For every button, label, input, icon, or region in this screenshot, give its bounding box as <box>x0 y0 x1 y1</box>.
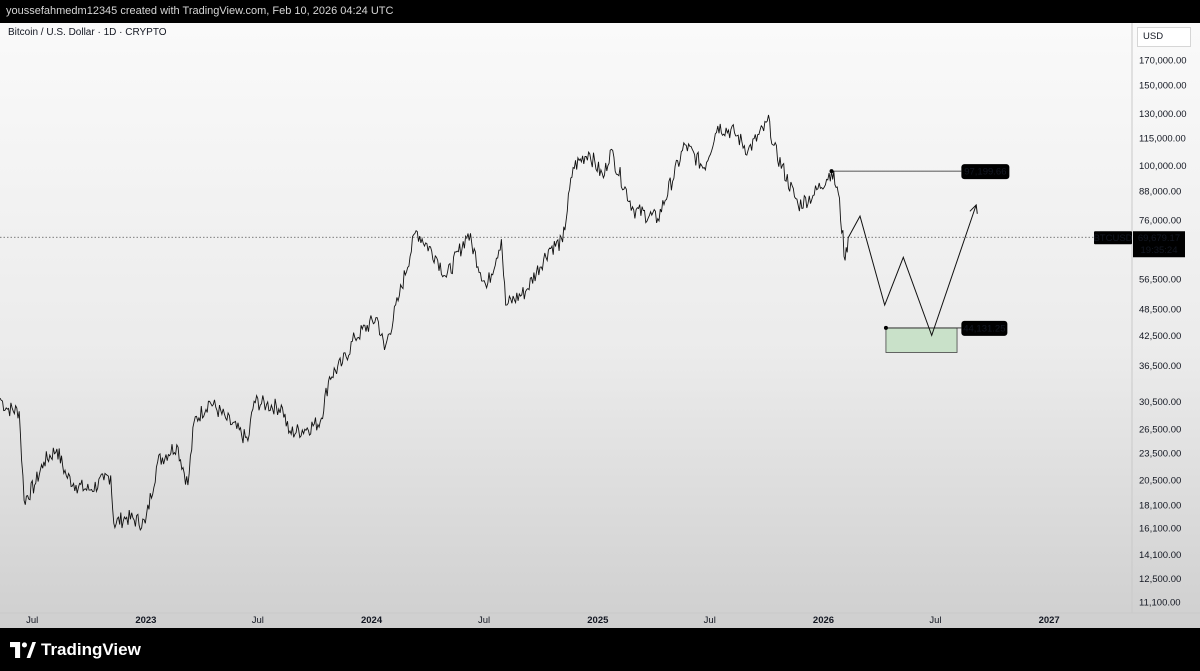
x-tick-label: Jul <box>252 615 264 626</box>
y-tick-label: 20,500.00 <box>1139 476 1181 487</box>
resistance-label: 97,199.66 <box>964 167 1006 178</box>
y-tick-label: 48,500.00 <box>1139 305 1181 316</box>
projected-arrow-head <box>969 203 978 214</box>
y-tick-label: 36,500.00 <box>1139 361 1181 372</box>
y-tick-label: 12,500.00 <box>1139 574 1181 585</box>
x-tick-label: 2025 <box>587 615 609 626</box>
y-tick-label: 30,500.00 <box>1139 397 1181 408</box>
x-tick-label: Jul <box>478 615 490 626</box>
y-tick-label: 115,000.00 <box>1139 133 1186 144</box>
tradingview-logo[interactable]: TradingView <box>10 640 141 660</box>
target-zone[interactable] <box>885 327 958 353</box>
btc-price-line[interactable] <box>0 114 849 531</box>
symbol-title: Bitcoin / U.S. Dollar · 1D · CRYPTO <box>8 27 167 38</box>
header-caption: youssefahmedm12345 created with TradingV… <box>6 5 394 17</box>
y-tick-label: 26,500.00 <box>1139 425 1181 436</box>
y-tick-label: 130,000.00 <box>1139 109 1187 120</box>
resistance-anchor-dot[interactable] <box>829 169 834 174</box>
current-price-label: 69,679.17 <box>1138 233 1180 244</box>
projected-path[interactable] <box>847 204 977 337</box>
chart-frame[interactable]: 170,000.00 150,000.00 130,000.00 115,000.00… <box>0 23 1200 628</box>
x-tick-label: 2026 <box>813 615 834 626</box>
resistance-label-box <box>961 164 1010 180</box>
y-tick-label: 14,100.00 <box>1139 550 1181 561</box>
y-tick-label: 100,000.00 <box>1139 161 1187 172</box>
y-tick-label: 18,100.00 <box>1139 500 1181 511</box>
footer-bar: TradingView <box>0 628 1200 671</box>
x-tick-label: Jul <box>26 615 38 626</box>
header-bar: youssefahmedm12345 created with TradingV… <box>0 0 1200 23</box>
x-tick-label: 2024 <box>361 615 383 626</box>
support-label: 44,131.25 <box>963 323 1005 334</box>
support-label-box <box>961 320 1008 336</box>
tradingview-logo-icon <box>10 642 36 658</box>
currency-selector[interactable]: USD <box>1137 27 1191 47</box>
y-tick-label: 88,000.00 <box>1139 186 1181 197</box>
y-tick-label: 11,100.00 <box>1139 597 1181 608</box>
y-tick-label: 150,000.00 <box>1139 81 1187 92</box>
ticker-label: BTCUSD <box>1093 233 1132 244</box>
tradingview-brand: TradingView <box>41 640 141 659</box>
current-price-badge <box>1133 231 1185 258</box>
y-tick-label: 16,100.00 <box>1139 524 1181 535</box>
y-tick-label: 42,500.00 <box>1139 331 1181 342</box>
ticker-badge <box>1094 231 1132 245</box>
x-tick-label: 2027 <box>1039 615 1060 626</box>
support-anchor-dot[interactable] <box>883 325 888 330</box>
price-chart[interactable]: 170,000.00 150,000.00 130,000.00 115,000.00… <box>0 23 1200 628</box>
x-tick-label: 2023 <box>135 615 156 626</box>
y-tick-label: 56,500.00 <box>1139 274 1181 285</box>
y-tick-label: 170,000.00 <box>1139 56 1187 67</box>
x-tick-label: Jul <box>704 615 716 626</box>
y-tick-label: 23,500.00 <box>1139 449 1181 460</box>
y-tick-label: 76,000.00 <box>1139 216 1181 227</box>
x-tick-label: Jul <box>929 615 941 626</box>
countdown-label: 19:35:24 <box>1141 245 1178 256</box>
